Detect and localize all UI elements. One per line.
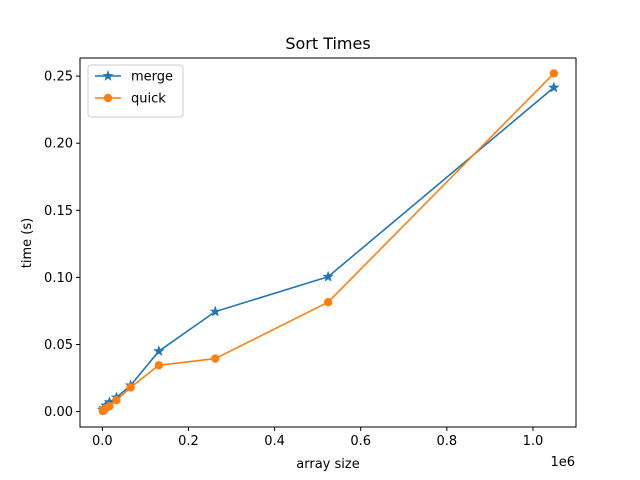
y-tick-label: 0.10 [44, 271, 73, 286]
legend-label-merge: merge [131, 70, 173, 85]
x-axis-label: array size [296, 457, 359, 472]
data-point-merge [548, 81, 560, 93]
y-tick-label: 0.00 [44, 405, 73, 420]
x-tick-label: 0.4 [264, 434, 285, 449]
data-point-merge [209, 305, 221, 317]
legend-marker-quick [103, 93, 113, 103]
y-tick-label: 0.15 [44, 204, 73, 219]
legend-marker-merge [102, 70, 114, 81]
x-axis-offset-text: 1e6 [550, 455, 575, 470]
data-point-quick [323, 298, 333, 307]
data-point-quick [112, 395, 121, 405]
y-axis-label: time (s) [20, 218, 35, 268]
data-point-quick [105, 402, 114, 411]
y-tick-label: 0.20 [44, 137, 73, 152]
y-tick-label: 0.05 [44, 338, 73, 353]
x-tick-label: 1.0 [523, 434, 544, 449]
data-point-merge [322, 270, 334, 282]
x-tick-label: 0.8 [436, 434, 457, 449]
x-tick-label: 0.6 [350, 434, 371, 449]
data-point-quick [549, 69, 559, 78]
data-point-quick [154, 361, 164, 370]
data-point-merge [153, 345, 165, 356]
axes-frame [79, 57, 577, 428]
y-tick-label: 0.25 [44, 70, 73, 85]
legend-label-quick: quick [131, 92, 166, 107]
x-tick-label: 0.0 [92, 434, 113, 449]
data-point-quick [211, 354, 220, 363]
chart-title: Sort Times [285, 34, 370, 53]
data-point-quick [126, 383, 135, 392]
x-tick-label: 0.2 [178, 434, 199, 449]
plot-area: 0.0 0.2 0.4 0.6 0.8 1.0 0.00 0.05 0.10 0.15 0.20 0.… [44, 57, 577, 449]
legend-box [87, 64, 184, 118]
